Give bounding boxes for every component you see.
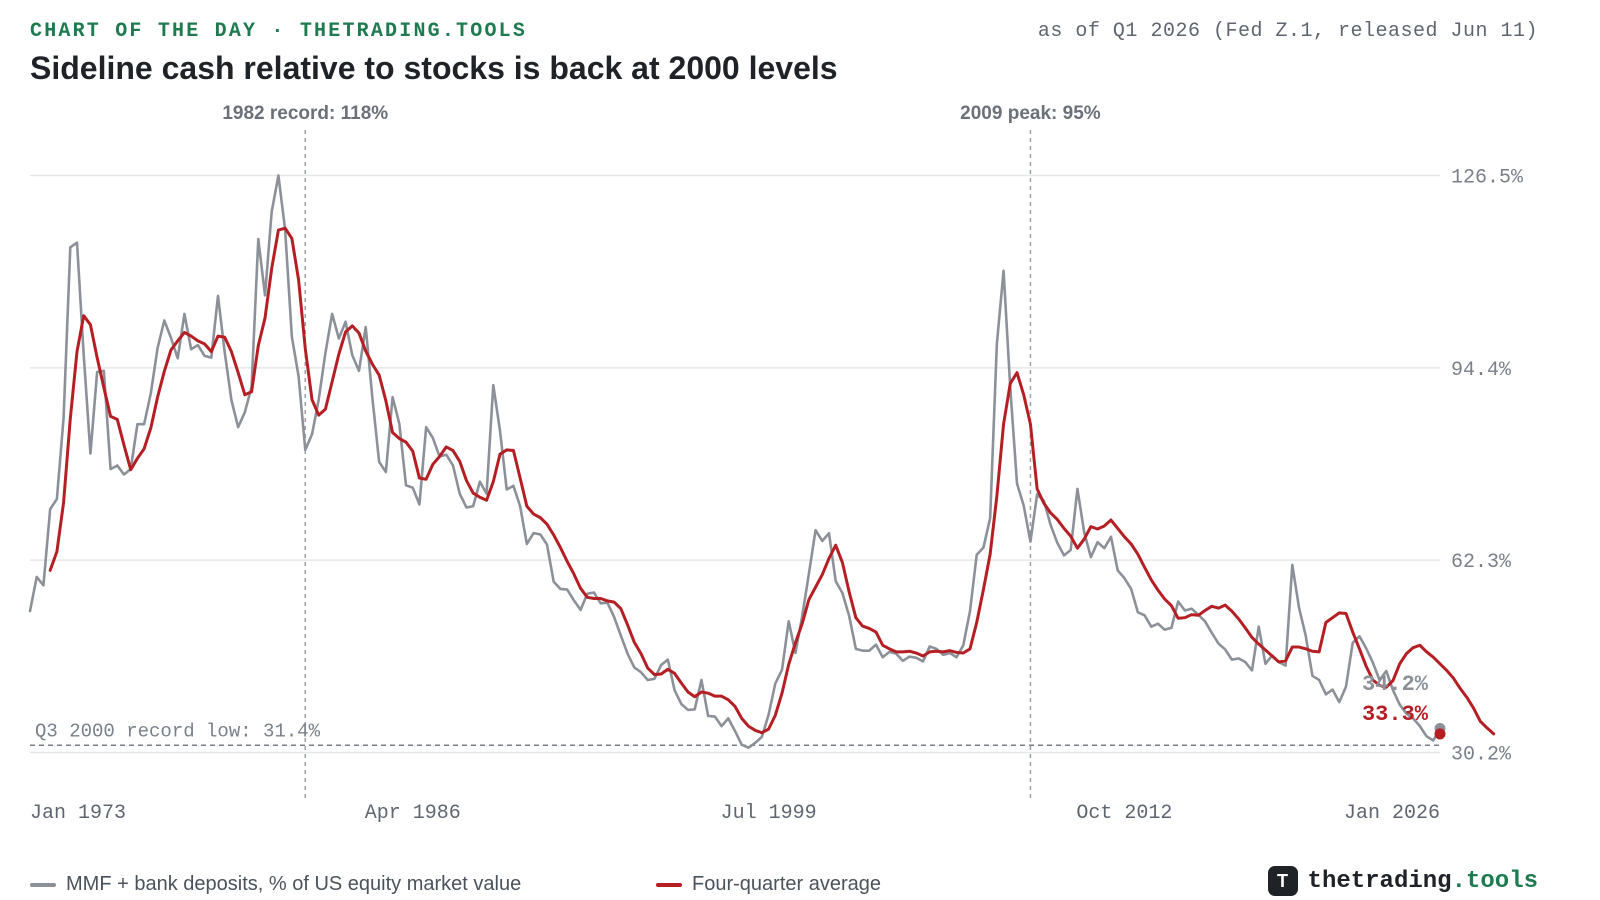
annotation-label: 1982 record: 118% <box>222 103 388 124</box>
x-tick-label: Jul 1999 <box>721 802 817 825</box>
legend-swatch-average <box>656 882 682 887</box>
annotation-label: 2009 peak: 95% <box>960 103 1101 124</box>
annotations: 1982 record: 118% 2009 peak: 95% Q3 2000 r… <box>30 103 1440 800</box>
brand-logo-icon: T <box>1267 866 1298 896</box>
legend-swatch-raw <box>30 882 56 887</box>
kicker: CHART OF THE DAY · THETRADING.TOOLS <box>30 20 528 43</box>
record-low-label: Q3 2000 record low: 31.4% <box>35 720 321 742</box>
series-end-label: 33.3% <box>1362 702 1429 727</box>
brand-name: thetrading.tools <box>1308 868 1538 895</box>
brand-name-a: thetrading <box>1307 867 1452 895</box>
y-tick-label: 94.4% <box>1451 359 1512 382</box>
legend-label-raw: MMF + bank deposits, % of US equity mark… <box>66 873 522 895</box>
x-tick-label: Oct 2012 <box>1076 802 1172 825</box>
legend-item-raw: MMF + bank deposits, % of US equity mark… <box>30 873 521 896</box>
series-end-marker <box>1434 728 1446 740</box>
legend-label-average: Four-quarter average <box>692 873 881 895</box>
y-tick-label: 62.3% <box>1451 551 1512 574</box>
line-chart: 1982 record: 118% 2009 peak: 95% Q3 2000 r… <box>28 103 1524 826</box>
x-tick-label: Jan 1973 <box>30 802 126 825</box>
series-line <box>28 174 1442 750</box>
series <box>28 174 1496 750</box>
chart-title: Sideline cash relative to stocks is back… <box>30 50 838 86</box>
series-end-label: 34.2% <box>1362 672 1429 697</box>
x-tick-label: Apr 1986 <box>365 802 461 825</box>
grid <box>30 174 1440 754</box>
brand: T thetrading.tools <box>1267 866 1538 896</box>
data-as-of-note: as of Q1 2026 (Fed Z.1, released Jun 11) <box>1037 20 1538 43</box>
y-tick-label: 126.5% <box>1451 167 1524 190</box>
series-line <box>48 226 1496 736</box>
y-tick-label: 30.2% <box>1451 744 1512 767</box>
legend-item-average: Four-quarter average <box>656 873 881 896</box>
x-tick-label: Jan 2026 <box>1344 802 1440 825</box>
brand-name-b: .tools <box>1451 867 1538 895</box>
axis-labels: 30.2% 62.3% 94.4% 126.5% Jan 1973 Apr 1986 Jul… <box>30 167 1524 826</box>
